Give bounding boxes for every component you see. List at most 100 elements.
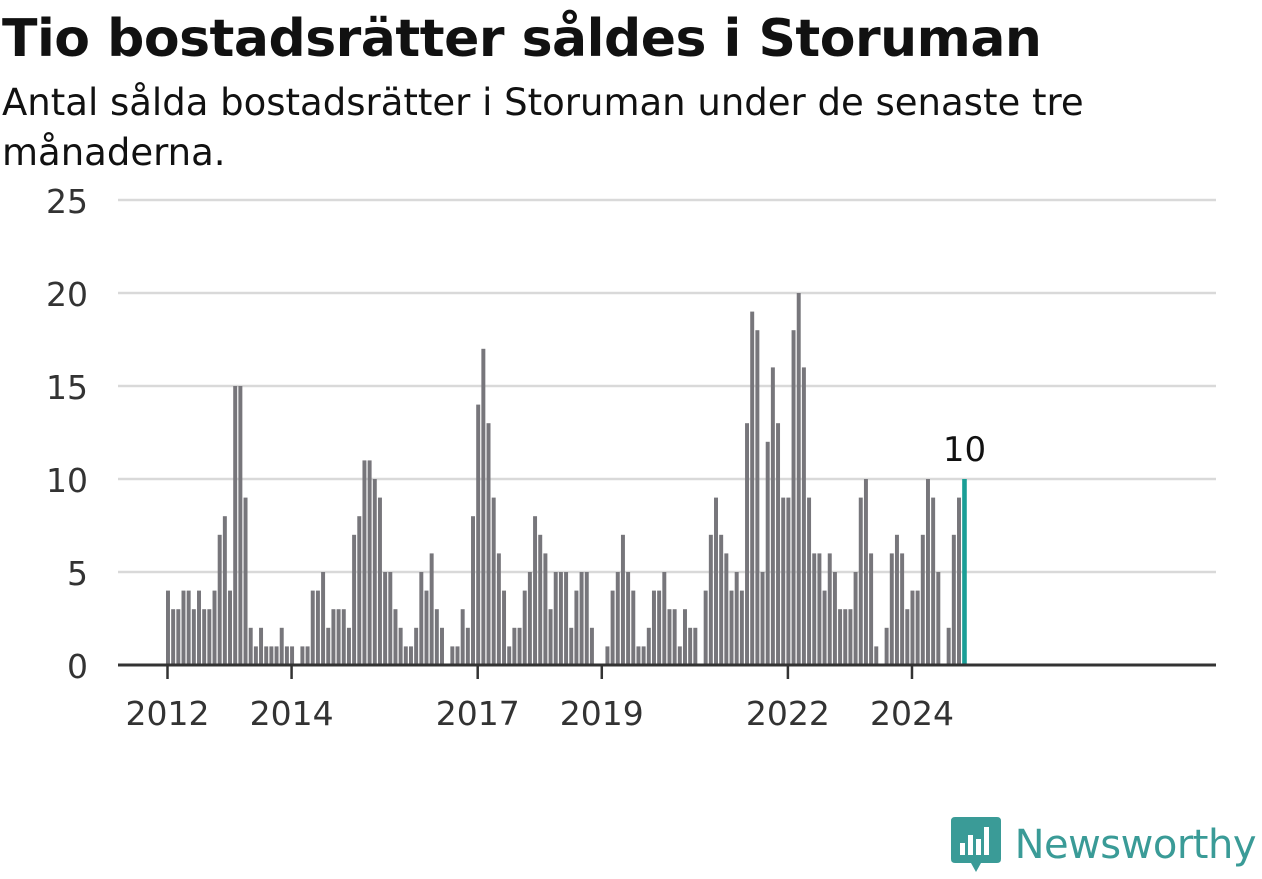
bar bbox=[429, 553, 434, 665]
bar bbox=[848, 609, 853, 665]
bar bbox=[476, 404, 481, 665]
bar bbox=[931, 497, 936, 665]
bar bbox=[181, 590, 186, 665]
bar bbox=[688, 627, 693, 665]
bar bbox=[946, 627, 951, 665]
bar bbox=[393, 609, 398, 665]
bar bbox=[957, 497, 961, 665]
bar bbox=[817, 553, 822, 665]
bar bbox=[315, 590, 320, 665]
bar bbox=[807, 497, 812, 665]
bar bbox=[636, 646, 641, 665]
bar bbox=[755, 330, 760, 665]
bar bbox=[770, 367, 775, 665]
bar bbox=[574, 590, 579, 665]
bar bbox=[481, 348, 486, 665]
bar bbox=[827, 553, 832, 665]
bar bbox=[734, 572, 739, 665]
bar bbox=[626, 572, 631, 665]
bar bbox=[243, 497, 248, 665]
bar bbox=[832, 572, 837, 665]
bar bbox=[677, 646, 682, 665]
bar bbox=[352, 534, 357, 665]
bar bbox=[367, 460, 372, 665]
bar bbox=[290, 646, 295, 665]
y-axis-tick-labels: 0 5 10 15 20 25 bbox=[46, 182, 88, 686]
x-tick-label: 2019 bbox=[560, 694, 644, 733]
bar bbox=[724, 553, 729, 665]
bar bbox=[786, 497, 791, 665]
x-tick-label: 2017 bbox=[436, 694, 520, 733]
bar bbox=[620, 534, 625, 665]
y-tick-label: 5 bbox=[67, 554, 88, 593]
bar bbox=[553, 572, 558, 665]
bar bbox=[207, 609, 212, 665]
bar bbox=[915, 590, 920, 665]
y-tick-label: 0 bbox=[67, 647, 88, 686]
bar bbox=[900, 553, 905, 665]
bar bbox=[372, 479, 377, 665]
bar bbox=[801, 367, 806, 665]
bar bbox=[760, 572, 765, 665]
bar bbox=[925, 479, 930, 665]
bar bbox=[641, 646, 646, 665]
bar bbox=[646, 627, 651, 665]
bar bbox=[357, 516, 362, 665]
bar bbox=[564, 572, 569, 665]
bar bbox=[522, 590, 527, 665]
bar bbox=[667, 609, 672, 665]
y-tick-label: 15 bbox=[46, 368, 88, 407]
bar bbox=[305, 646, 310, 665]
bar bbox=[465, 627, 470, 665]
bar bbox=[191, 609, 196, 665]
bar bbox=[398, 627, 403, 665]
bar bbox=[186, 590, 191, 665]
y-tick-label: 10 bbox=[46, 461, 88, 500]
bar bbox=[383, 572, 388, 665]
bar bbox=[683, 609, 687, 665]
bar bbox=[714, 497, 718, 665]
newsworthy-logo: Newsworthy bbox=[950, 817, 1257, 873]
bar bbox=[321, 572, 326, 665]
bar bbox=[377, 497, 382, 665]
bar bbox=[589, 627, 594, 665]
x-tick-label: 2024 bbox=[870, 694, 954, 733]
bar bbox=[812, 553, 817, 665]
bar bbox=[202, 609, 207, 665]
bar bbox=[440, 627, 444, 665]
bar bbox=[920, 534, 925, 665]
bar bbox=[610, 590, 615, 665]
bar bbox=[533, 516, 538, 665]
bars bbox=[166, 293, 967, 665]
bar bbox=[300, 646, 305, 665]
bar bbox=[750, 311, 755, 665]
bar bbox=[693, 627, 698, 665]
bar bbox=[838, 609, 843, 665]
bar bbox=[284, 646, 289, 665]
bar bbox=[248, 627, 253, 665]
bar bbox=[341, 609, 346, 665]
bar bbox=[171, 609, 176, 665]
bar bbox=[796, 293, 801, 665]
bar bbox=[362, 460, 367, 665]
bar bbox=[166, 590, 170, 665]
bar bbox=[331, 609, 336, 665]
bar bbox=[894, 534, 899, 665]
bar bbox=[858, 497, 863, 665]
bar bbox=[176, 609, 181, 665]
bar bbox=[222, 516, 227, 665]
bar bbox=[538, 534, 543, 665]
bar bbox=[584, 572, 589, 665]
bar bbox=[662, 572, 667, 665]
bar bbox=[863, 479, 868, 665]
bar bbox=[719, 534, 724, 665]
bar bbox=[579, 572, 584, 665]
bar bbox=[548, 609, 553, 665]
bar bbox=[388, 572, 393, 665]
annotations: 10 bbox=[943, 430, 986, 470]
bar bbox=[910, 590, 915, 665]
bar bbox=[615, 572, 620, 665]
bar bbox=[414, 627, 419, 665]
bar bbox=[424, 590, 429, 665]
bar bbox=[951, 534, 956, 665]
